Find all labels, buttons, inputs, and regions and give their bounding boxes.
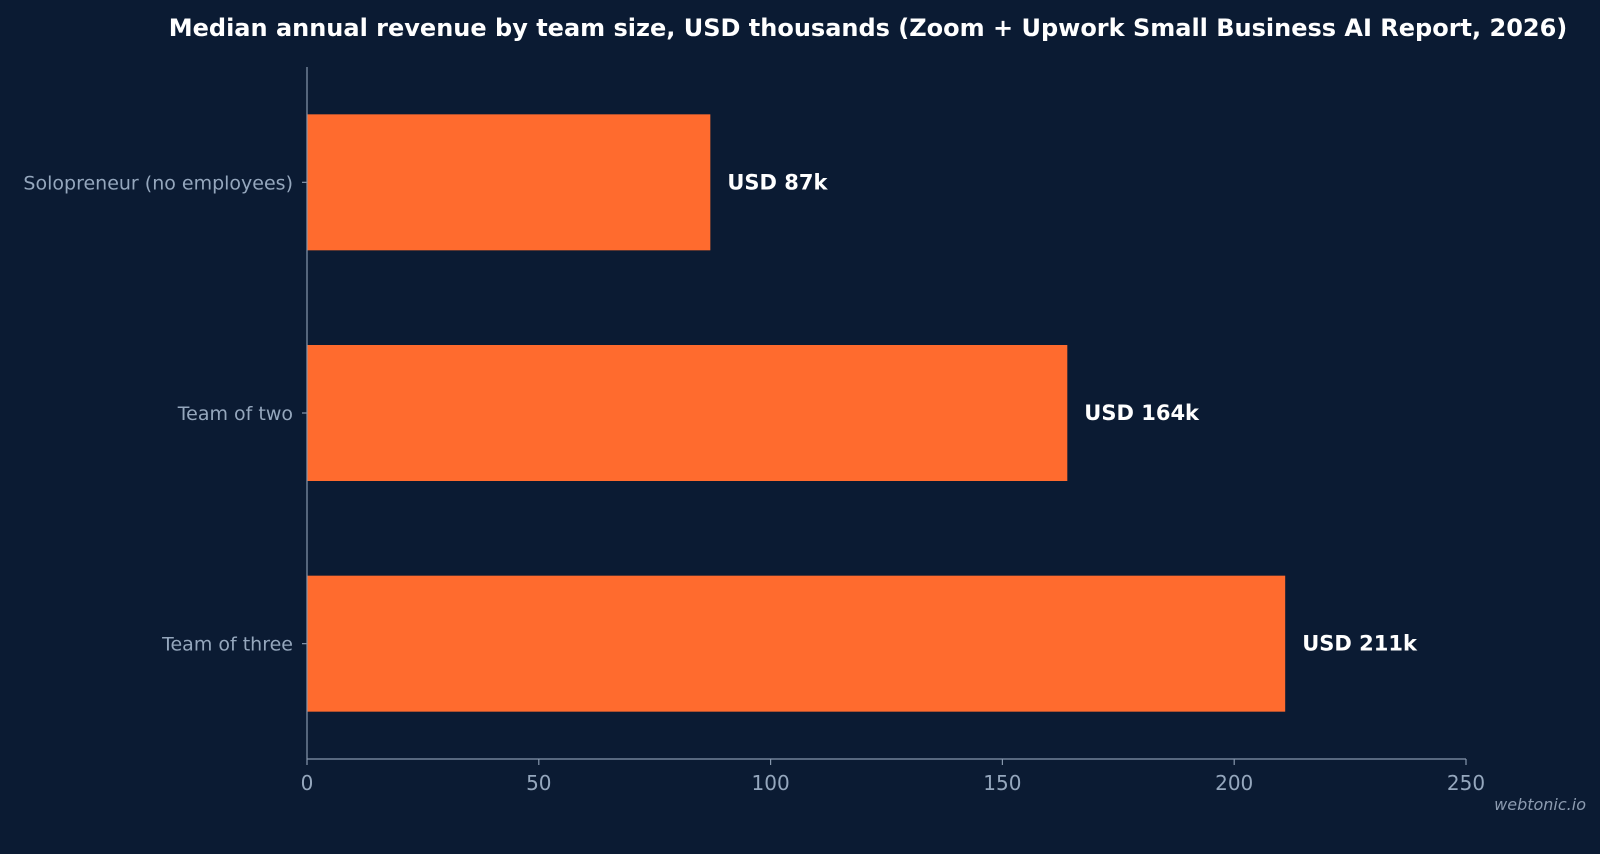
watermark: webtonic.io [1494, 795, 1586, 814]
category-label-1: Team of two [177, 403, 293, 425]
bar-2 [307, 575, 1286, 712]
x-tick-label-2: 100 [752, 771, 790, 795]
x-tick-label-3: 150 [983, 771, 1021, 795]
bar-1 [307, 345, 1068, 481]
data-label-1: USD 164k [1084, 401, 1200, 425]
bars-layer: USD 87k USD 164k USD 211k [307, 114, 1418, 712]
axes-layer: Solopreneur (no employees) Team of two Tea… [23, 67, 1485, 795]
x-tick-label-0: 0 [301, 771, 314, 795]
chart-title: Median annual revenue by team size, USD … [169, 14, 1568, 42]
data-label-2: USD 211k [1302, 632, 1418, 656]
x-tick-label-5: 250 [1447, 771, 1485, 795]
category-label-2: Team of three [161, 634, 293, 656]
data-label-0: USD 87k [727, 170, 828, 194]
x-tick-label-1: 50 [526, 771, 551, 795]
bar-0 [307, 114, 711, 251]
x-tick-label-4: 200 [1215, 771, 1253, 795]
category-label-0: Solopreneur (no employees) [23, 172, 293, 194]
